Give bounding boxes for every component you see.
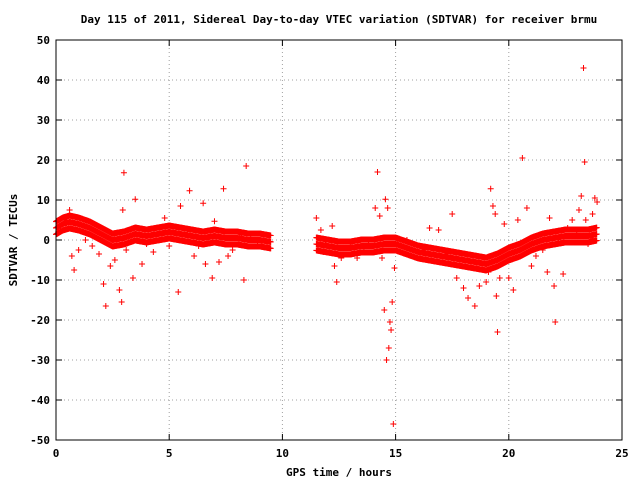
x-tick-label: 15 bbox=[389, 447, 402, 460]
y-tick-label: -30 bbox=[30, 354, 50, 367]
data-points bbox=[53, 65, 601, 427]
y-tick-label: 0 bbox=[43, 234, 50, 247]
y-tick-label: -10 bbox=[30, 274, 50, 287]
y-tick-label: 30 bbox=[37, 114, 50, 127]
band-point bbox=[267, 232, 274, 239]
x-axis-label: GPS time / hours bbox=[286, 466, 392, 479]
y-tick-label: 10 bbox=[37, 194, 50, 207]
y-tick-label: 50 bbox=[37, 34, 50, 47]
band-point bbox=[267, 238, 274, 245]
x-tick-label: 20 bbox=[502, 447, 515, 460]
y-tick-label: -50 bbox=[30, 434, 50, 447]
chart-title: Day 115 of 2011, Sidereal Day-to-day VTE… bbox=[81, 13, 598, 26]
y-tick-label: 40 bbox=[37, 74, 50, 87]
y-tick-label: -20 bbox=[30, 314, 50, 327]
y-tick-label: -40 bbox=[30, 394, 50, 407]
x-tick-label: 5 bbox=[166, 447, 173, 460]
x-tick-label: 10 bbox=[276, 447, 289, 460]
x-tick-label: 25 bbox=[615, 447, 628, 460]
y-tick-label: 20 bbox=[37, 154, 50, 167]
x-tick-label: 0 bbox=[53, 447, 60, 460]
y-axis-label: SDTVAR / TECUs bbox=[7, 194, 20, 287]
